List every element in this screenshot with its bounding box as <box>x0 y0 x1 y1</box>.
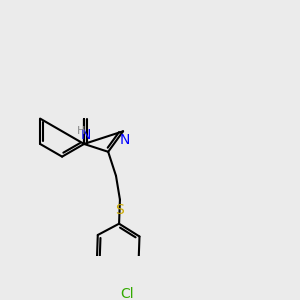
Text: Cl: Cl <box>120 286 134 300</box>
Text: N: N <box>81 128 91 142</box>
Text: H: H <box>76 125 85 136</box>
Text: S: S <box>116 203 124 217</box>
Text: N: N <box>120 133 130 147</box>
